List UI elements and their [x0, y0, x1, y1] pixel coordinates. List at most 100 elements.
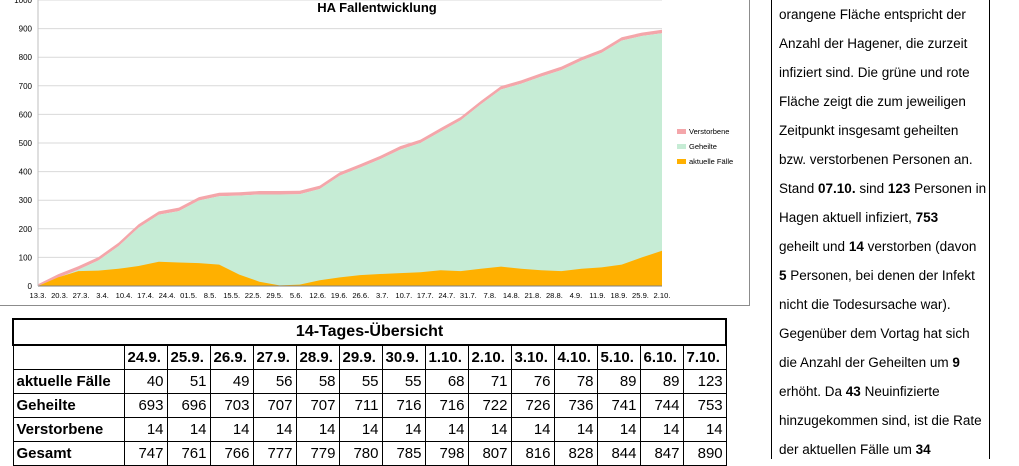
legend-label: aktuelle Fälle: [689, 157, 733, 166]
x-tick-label: 3.7.: [376, 291, 389, 300]
table-cell: 816: [510, 441, 555, 466]
text-line: Gegenüber dem Vortag hat sich: [779, 326, 970, 341]
x-tick-label: 17.4.: [137, 291, 154, 300]
y-tick-label: 700: [19, 82, 33, 91]
table-cell: 722: [467, 393, 512, 418]
table-cell: 766: [209, 441, 254, 466]
date-header: 1.10.: [424, 344, 469, 370]
text-line: Zeitpunkt insgesamt geheilten: [779, 123, 959, 138]
table-cell: 14: [166, 417, 211, 442]
table-cell: 14: [252, 417, 297, 442]
text-line: infiziert sind. Die grüne und rote: [779, 65, 970, 80]
table-cell: 14: [510, 417, 555, 442]
x-tick-label: 29.5.: [266, 291, 283, 300]
text-line: nicht die Todesursache war).: [779, 297, 951, 312]
text-line: hinzugekommen sind, ist die Rate: [779, 413, 982, 428]
text-line: die Anzahl der Geheilten um 9: [779, 355, 960, 370]
table-cell: 55: [338, 369, 383, 394]
x-tick-label: 24.4.: [159, 291, 176, 300]
table-cell: 716: [381, 393, 426, 418]
date-header: 27.9.: [252, 344, 297, 370]
chart-title: HA Fallentwicklung: [317, 0, 436, 15]
x-tick-label: 24.7.: [438, 291, 455, 300]
areas: [38, 29, 662, 287]
date-header: 29.9.: [338, 344, 383, 370]
x-tick-label: 31.7.: [460, 291, 477, 300]
text-line: orangene Fläche entspricht der: [779, 7, 966, 22]
area-aktuelle-faelle: [38, 250, 662, 286]
table-cell: 890: [682, 441, 727, 466]
y-tick-label: 900: [19, 25, 33, 34]
table-cell: 696: [166, 393, 211, 418]
table-cell: 14: [639, 417, 684, 442]
date-header: 24.9.: [123, 344, 168, 370]
x-tick-label: 11.9.: [589, 291, 605, 300]
table-cell: 844: [596, 441, 641, 466]
table-cell: 14: [209, 417, 254, 442]
x-tick-label: 28.8.: [546, 291, 563, 300]
x-tick-label: 17.7.: [417, 291, 434, 300]
table-cell: 807: [467, 441, 512, 466]
table-cell: 744: [639, 393, 684, 418]
x-tick-label: 7.8.: [484, 291, 497, 300]
date-header: 28.9.: [295, 344, 340, 370]
date-header: 6.10.: [639, 344, 684, 370]
table-cell: 741: [596, 393, 641, 418]
text-line: erhöht. Da 43 Neuinfizierte: [779, 384, 940, 399]
table-cell: 14: [338, 417, 383, 442]
table-cell: 58: [295, 369, 340, 394]
table-cell: 14: [467, 417, 512, 442]
x-tick-label: 26.6.: [352, 291, 369, 300]
table-row: Verstorbene 14 14 14 14 14 14 14 14 14 14 14 14 14 14: [12, 417, 727, 442]
date-header: 26.9.: [209, 344, 254, 370]
table-cell: 761: [166, 441, 211, 466]
overview-table: 14-Tages-Übersicht 24.9. 25.9. 26.9. 27.9. 2…: [11, 318, 728, 466]
table-cell: 40: [123, 369, 168, 394]
table-cell: 68: [424, 369, 469, 394]
legend-swatch: [677, 129, 686, 134]
table-cell: 777: [252, 441, 297, 466]
row-label: aktuelle Fälle: [12, 369, 125, 394]
x-tick-label: 27.3.: [73, 291, 90, 300]
y-tick-label: 600: [19, 110, 33, 119]
table-cell: 736: [553, 393, 598, 418]
text-panel: orangene Fläche entspricht der Anzahl de…: [771, 0, 990, 459]
table-cell: 89: [639, 369, 684, 394]
x-tick-label: 15.5.: [223, 291, 240, 300]
table-cell: 123: [682, 369, 727, 394]
table-cell: 89: [596, 369, 641, 394]
legend-swatch: [677, 159, 686, 164]
table-row: Geheilte 693 696 703 707 707 711 716 716 722 726 73…: [12, 393, 727, 418]
table-cell: 780: [338, 441, 383, 466]
date-header: 3.10.: [510, 344, 555, 370]
legend-label: Verstorbene: [689, 127, 729, 136]
text-line: Stand 07.10. sind 123 Personen in: [779, 181, 987, 196]
area-geheilte: [38, 33, 662, 287]
text-line: Anzahl der Hagener, die zurzeit: [779, 36, 968, 51]
text-line: Hagen aktuell infiziert, 753: [779, 210, 939, 225]
table-cell: 726: [510, 393, 555, 418]
table-cell: 779: [295, 441, 340, 466]
table-cell: 14: [295, 417, 340, 442]
table-cell: 785: [381, 441, 426, 466]
date-header: 30.9.: [381, 344, 426, 370]
x-tick-label: 22.5.: [245, 291, 262, 300]
x-tick-label: 8.5.: [204, 291, 217, 300]
date-header: 5.10.: [596, 344, 641, 370]
x-tick-label: 19.6.: [331, 291, 348, 300]
table-cell: 14: [596, 417, 641, 442]
date-header: 2.10.: [467, 344, 512, 370]
y-tick-label: 1000: [14, 0, 32, 5]
table-cell: 49: [209, 369, 254, 394]
table-cell: 14: [424, 417, 469, 442]
table-cell: 14: [123, 417, 168, 442]
table-title: 14-Tages-Übersicht: [11, 318, 728, 346]
legend-label: Geheilte: [689, 142, 717, 151]
x-tick-label: 3.4.: [96, 291, 109, 300]
x-tick-label: 5.6.: [290, 291, 303, 300]
legend: Verstorbene Geheilte aktuelle Fälle: [677, 127, 733, 166]
table-cell: 716: [424, 393, 469, 418]
chart-frame: 0 100 200 300 400 500 600 700 800 900 1000 13.3. 20…: [0, 0, 750, 306]
x-tick-label: 14.8.: [503, 291, 520, 300]
y-axis: 0 100 200 300 400 500 600 700 800 900 1000: [14, 0, 39, 291]
